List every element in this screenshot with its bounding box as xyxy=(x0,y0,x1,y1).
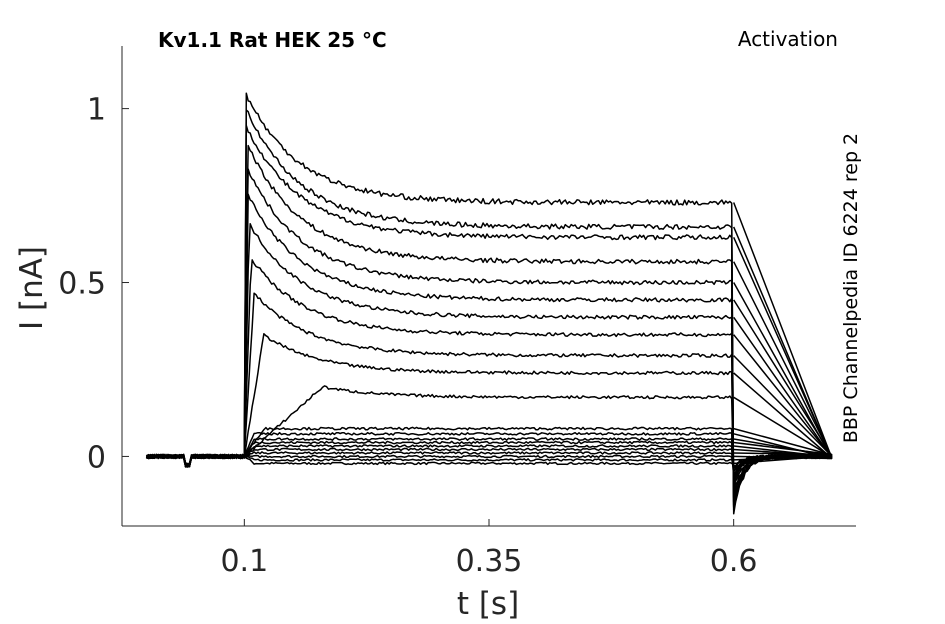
current-traces xyxy=(145,92,833,515)
x-axis-title: t [s] xyxy=(457,586,519,622)
current-trace-12 xyxy=(145,333,833,489)
current-trace-20 xyxy=(145,109,833,508)
current-trace-5 xyxy=(146,447,833,474)
y-tick-label: 0 xyxy=(87,440,106,475)
current-trace-8 xyxy=(146,437,833,478)
y-axis-title: I [nA] xyxy=(14,246,50,330)
x-tick-label: 0.1 xyxy=(220,544,268,579)
current-trace-10 xyxy=(146,426,833,484)
current-trace-1 xyxy=(145,453,833,468)
current-trace-11 xyxy=(145,385,833,484)
current-trace-3 xyxy=(145,453,833,470)
current-trace-15 xyxy=(146,223,833,499)
current-trace-19 xyxy=(146,124,833,511)
x-ticks: 0.1 0.35 0.6 xyxy=(220,519,758,579)
protocol-label: Activation xyxy=(738,27,838,51)
current-trace-14 xyxy=(145,259,833,498)
current-trace-6 xyxy=(145,444,833,474)
current-trace-16 xyxy=(146,193,833,503)
current-trace-9 xyxy=(146,431,833,483)
current-trace-18 xyxy=(145,144,833,506)
current-trace-21 xyxy=(145,92,833,515)
x-tick-label: 0.6 xyxy=(710,544,758,579)
current-trace-17 xyxy=(146,168,833,507)
y-tick-label: 0.5 xyxy=(58,267,106,302)
current-trace-2 xyxy=(146,453,833,470)
chart-title: Kv1.1 Rat HEK 25 °C xyxy=(158,28,387,52)
current-trace-4 xyxy=(145,451,833,473)
y-tick-label: 1 xyxy=(87,93,106,128)
current-trace-13 xyxy=(145,292,833,493)
x-tick-label: 0.35 xyxy=(456,544,523,579)
source-id-label: BBP Channelpedia ID 6224 rep 2 xyxy=(840,133,862,443)
y-ticks: 00.51 xyxy=(58,93,129,475)
plot-area xyxy=(145,92,833,515)
